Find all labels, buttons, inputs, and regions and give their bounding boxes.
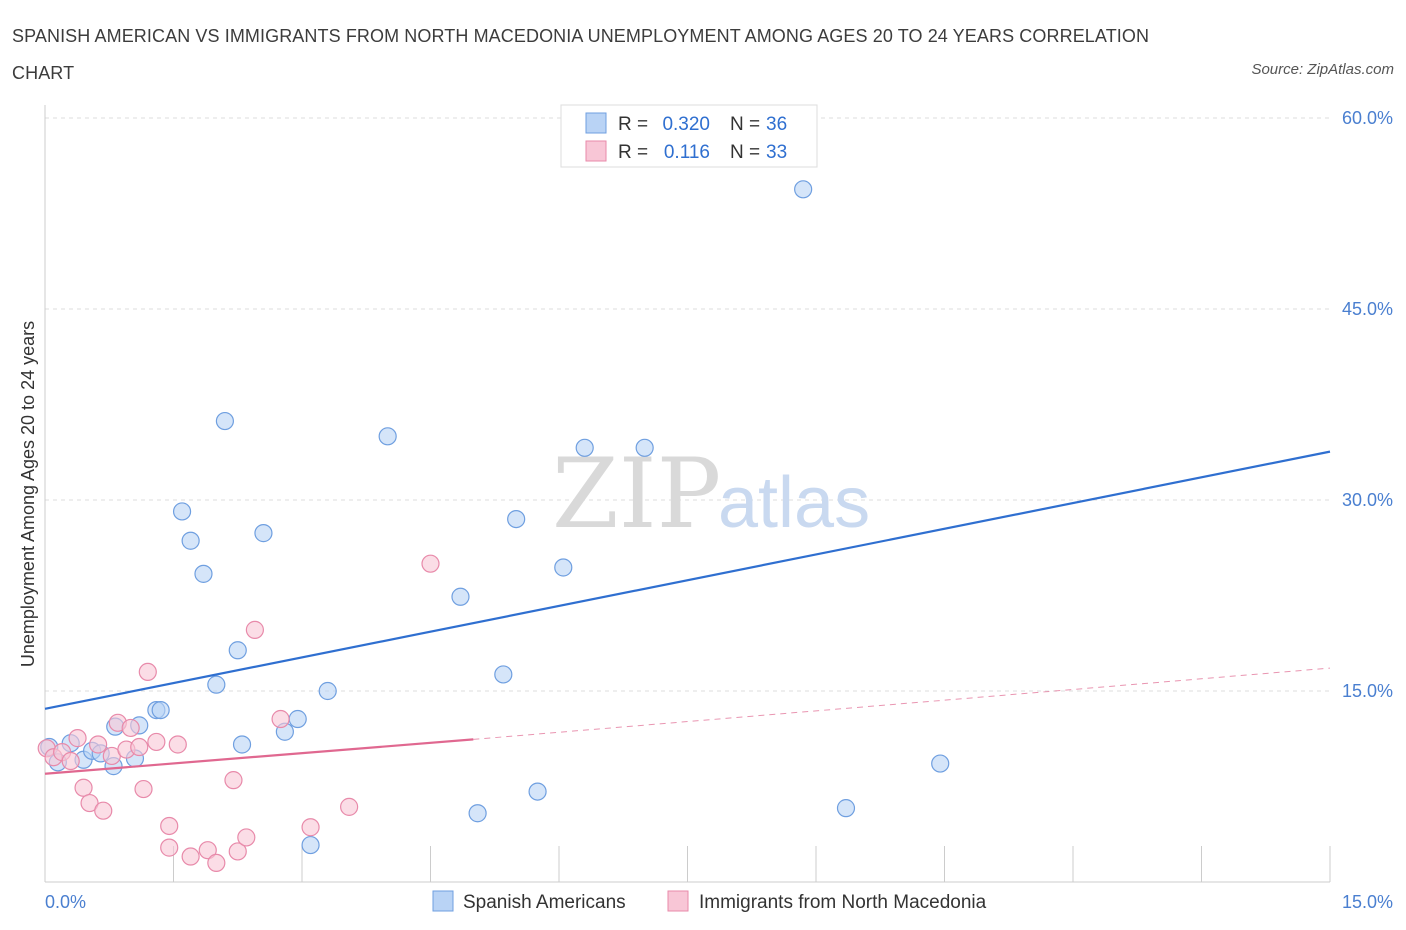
y-tick-label: 15.0% bbox=[1342, 681, 1393, 701]
spanish-american-point bbox=[468, 804, 487, 823]
spanish-american-point bbox=[207, 675, 226, 694]
north-macedonia-point bbox=[94, 801, 113, 820]
watermark-zip: ZIP bbox=[552, 438, 721, 550]
x-tick-label-min: 0.0% bbox=[45, 892, 86, 912]
north-macedonia-point bbox=[224, 771, 243, 790]
north-macedonia-point bbox=[245, 620, 264, 639]
bottom-legend-label-pink: Immigrants from North Macedonia bbox=[699, 892, 987, 913]
spanish-american-point bbox=[151, 700, 170, 720]
north-macedonia-point bbox=[134, 779, 153, 799]
north-macedonia-point bbox=[89, 735, 108, 754]
y-axis-title: Unemployment Among Ages 20 to 24 years bbox=[18, 321, 38, 667]
legend-r-label-2: R = bbox=[618, 142, 648, 163]
legend-n-label-2: N = bbox=[730, 142, 760, 163]
spanish-american-point bbox=[181, 531, 200, 550]
north-macedonia-point bbox=[198, 841, 217, 860]
north-macedonia-point bbox=[301, 818, 320, 837]
spanish-american-point bbox=[794, 180, 813, 199]
watermark-atlas: atlas bbox=[718, 463, 870, 543]
spanish-american-point bbox=[575, 438, 594, 457]
spanish-american-point bbox=[507, 509, 526, 529]
spanish-american-point bbox=[378, 427, 397, 446]
legend: R = 0.320 N = 36 R = 0.116 N = 33 bbox=[560, 104, 818, 168]
north-macedonia-point bbox=[61, 751, 80, 771]
legend-r-label-1: R = bbox=[618, 114, 648, 135]
spanish-american-point bbox=[288, 709, 307, 729]
spanish-american-point bbox=[172, 502, 192, 521]
bottom-legend-label-blue: Spanish Americans bbox=[463, 892, 626, 913]
spanish-american-point bbox=[836, 799, 856, 818]
x-ticks bbox=[44, 846, 1331, 882]
north-macedonia-point bbox=[228, 842, 247, 861]
source-label: Source: ZipAtlas.com bbox=[1251, 61, 1394, 78]
spanish-american-point bbox=[931, 754, 950, 773]
spanish-american-point bbox=[318, 681, 337, 701]
spanish-american-point bbox=[228, 641, 247, 660]
legend-n-value-2: 33 bbox=[766, 142, 787, 163]
north-macedonia-point bbox=[271, 709, 290, 729]
chart-title: SPANISH AMERICAN VS IMMIGRANTS FROM NORT… bbox=[12, 26, 1150, 83]
north-macedonia-point bbox=[74, 778, 93, 797]
north-macedonia-point bbox=[138, 662, 157, 682]
spanish-american-point bbox=[635, 438, 654, 457]
y-tick-labels: 15.0% 30.0% 45.0% 60.0% bbox=[1342, 108, 1393, 701]
legend-n-label-1: N = bbox=[730, 114, 760, 135]
bottom-legend-swatch-blue bbox=[432, 890, 454, 912]
spanish-american-point bbox=[494, 665, 513, 684]
spanish-american-point bbox=[451, 587, 470, 606]
spanish-american-point bbox=[554, 558, 573, 577]
legend-n-value-1: 36 bbox=[766, 114, 787, 135]
spanish-american-point bbox=[528, 782, 547, 801]
legend-swatch-blue bbox=[585, 112, 607, 134]
north-macedonia-point bbox=[160, 838, 179, 857]
spanish-american-point bbox=[254, 524, 273, 543]
grid-lines bbox=[45, 117, 1330, 692]
x-tick-label-max: 15.0% bbox=[1342, 892, 1393, 912]
legend-r-value-1: 0.320 bbox=[662, 114, 710, 135]
legend-r-value-2: 0.116 bbox=[664, 142, 710, 163]
north-macedonia-point bbox=[168, 735, 187, 754]
north-macedonia-point bbox=[121, 718, 140, 738]
spanish-american-point bbox=[194, 564, 213, 583]
spanish-american-point bbox=[301, 835, 320, 855]
north-macedonia-point bbox=[160, 816, 179, 836]
north-macedonia-point bbox=[80, 793, 99, 813]
y-tick-label: 60.0% bbox=[1342, 108, 1393, 128]
trend-lines bbox=[44, 450, 1331, 775]
bottom-legend: Spanish Americans Immigrants from North … bbox=[432, 890, 987, 913]
bottom-legend-swatch-pink bbox=[667, 890, 689, 912]
y-tick-label: 30.0% bbox=[1342, 490, 1393, 510]
trend-line-north-macedonia bbox=[44, 738, 474, 775]
north-macedonia-point bbox=[147, 732, 166, 752]
spanish-american-point bbox=[215, 411, 234, 431]
series-north-macedonia bbox=[37, 554, 440, 873]
trend-extension-north-macedonia bbox=[473, 667, 1331, 740]
trend-line-spanish-americans bbox=[44, 450, 1331, 710]
north-macedonia-point bbox=[130, 737, 149, 757]
legend-swatch-pink bbox=[585, 140, 607, 162]
spanish-american-point bbox=[232, 735, 252, 754]
north-macedonia-point bbox=[181, 847, 200, 866]
north-macedonia-point bbox=[421, 554, 440, 573]
north-macedonia-point bbox=[207, 853, 226, 873]
north-macedonia-point bbox=[68, 729, 87, 748]
north-macedonia-point bbox=[340, 797, 359, 816]
y-tick-label: 45.0% bbox=[1342, 299, 1393, 319]
north-macedonia-point bbox=[237, 828, 256, 847]
